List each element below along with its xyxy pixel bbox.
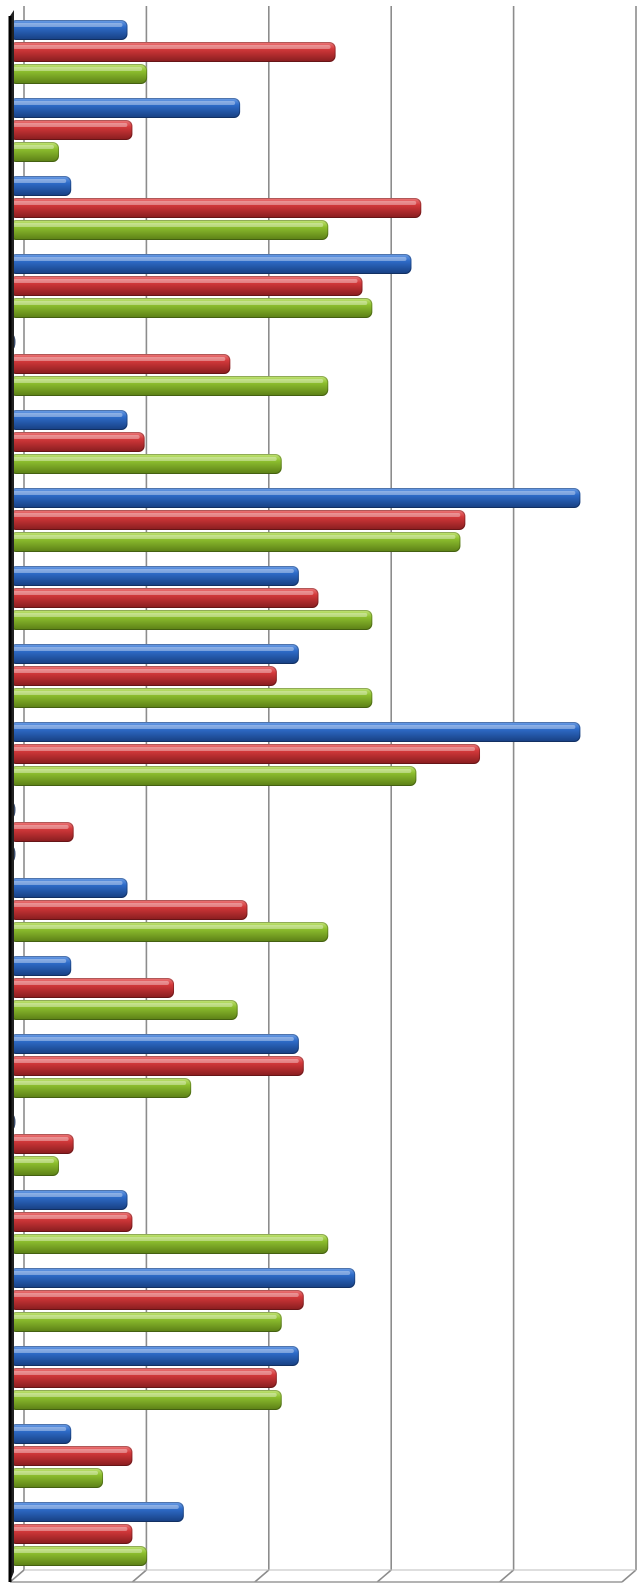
bar-s2-c5 [10,454,282,474]
bar-s1-c5 [10,432,145,452]
bar-s0-c2 [10,176,72,196]
gridlines [9,6,637,1583]
bar-s1-c12 [10,978,175,998]
bar-s1-c6 [10,510,466,530]
bar-s2-c6 [10,532,461,552]
bar-s2-c1 [10,142,59,162]
bar-s1-c2 [10,198,422,218]
bar-s1-c0 [10,42,336,62]
bar-s0-c15 [10,1190,128,1210]
bar-s2-c9 [10,766,417,786]
bar-s0-c13 [10,1034,299,1054]
bar-s2-c17 [10,1390,282,1410]
bar-s1-c11 [10,900,248,920]
bar-s1-c3 [10,276,363,296]
bar-s1-c15 [10,1212,133,1232]
bar-s0-c5 [10,410,128,430]
bar-s0-c16 [10,1268,356,1288]
bars [10,20,581,1566]
bar-s2-c3 [10,298,373,318]
gridline-base [131,1569,147,1583]
bar-s1-c17 [10,1368,277,1388]
bar-s2-c7 [10,610,373,630]
bar-s0-c1 [10,98,241,118]
bar-s1-c18 [10,1446,133,1466]
bar-s1-c14 [10,1134,74,1154]
gridline-base [621,1569,637,1583]
bar-s2-c12 [10,1000,238,1020]
bar-s2-c2 [10,220,329,240]
chart-floor [10,1569,636,1583]
bar-s0-c17 [10,1346,299,1366]
bar-s2-c16 [10,1312,282,1332]
bar-s1-c4 [10,354,231,374]
bar-s2-c14 [10,1156,59,1176]
bar-s1-c9 [10,744,481,764]
gridline-base [254,1569,270,1583]
bar-s2-c15 [10,1234,329,1254]
bar-s1-c16 [10,1290,304,1310]
bar-s0-c3 [10,254,412,274]
gridline-base [499,1569,515,1583]
bar-s0-c9 [10,722,581,742]
bar-s0-c6 [10,488,581,508]
bar-s0-c18 [10,1424,72,1444]
bar-s1-c7 [10,588,319,608]
bar-s2-c0 [10,64,148,84]
bar-s2-c8 [10,688,373,708]
bar-s1-c19 [10,1524,133,1544]
bar-s0-c19 [10,1502,184,1522]
bar-s1-c10 [10,822,74,842]
bar-s2-c13 [10,1078,192,1098]
bar-s0-c12 [10,956,72,976]
bar-s1-c13 [10,1056,304,1076]
bar-s0-c0 [10,20,128,40]
gridline-base [9,1569,25,1583]
bar-s1-c8 [10,666,277,686]
gridline-base [376,1569,392,1583]
bar-s2-c11 [10,922,329,942]
bar-s2-c19 [10,1546,148,1566]
bar-s0-c7 [10,566,299,586]
bar-s2-c18 [10,1468,104,1488]
bar-s0-c8 [10,644,299,664]
bar-s1-c1 [10,120,133,140]
category-axis [8,10,14,1582]
bar-s2-c4 [10,376,329,396]
bar-s0-c11 [10,878,128,898]
